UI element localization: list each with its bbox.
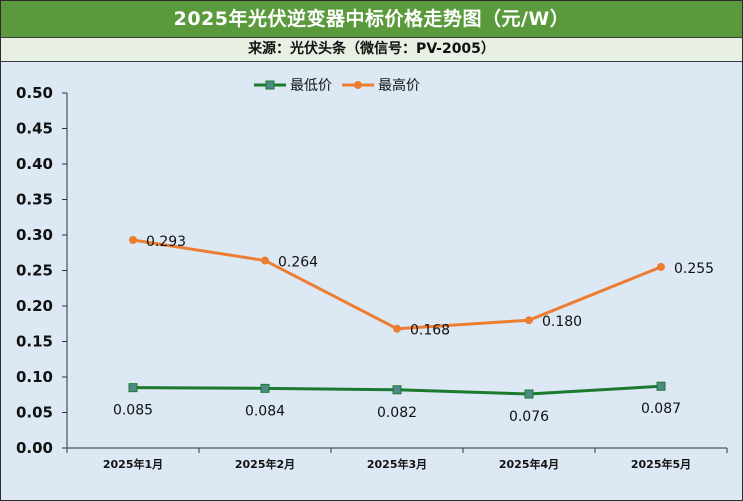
legend-item-low: 最低价 <box>254 78 332 94</box>
legend-label: 最高价 <box>378 77 420 94</box>
data-label: 0.085 <box>113 403 153 419</box>
series-group: 0.085 0.084 0.082 0.076 0.087 0.293 0.264 0.168… <box>113 234 714 425</box>
legend-item-high: 最高价 <box>342 77 420 94</box>
y-tick-label: 0.10 <box>16 368 53 386</box>
y-tick-label: 0.20 <box>16 297 53 315</box>
axes: 0.00 0.05 0.10 0.15 0.20 0.25 0.30 0.35 0.40 0.45… <box>16 84 728 471</box>
data-label: 0.293 <box>146 234 186 250</box>
y-tick-label: 0.45 <box>16 120 53 138</box>
data-label: 0.264 <box>278 255 318 271</box>
legend-swatch-marker <box>354 81 362 89</box>
y-tick-label: 0.35 <box>16 191 53 209</box>
data-label: 0.255 <box>674 261 714 277</box>
y-tick-label: 0.00 <box>16 439 53 457</box>
legend: 最低价 最高价 <box>254 77 420 94</box>
data-label: 0.087 <box>641 401 681 417</box>
y-tick-label: 0.15 <box>16 333 53 351</box>
x-tick-label: 2025年1月 <box>103 457 163 471</box>
x-tick-label: 2025年3月 <box>367 457 427 471</box>
x-tick-label: 2025年4月 <box>499 457 559 471</box>
data-label: 0.180 <box>542 314 582 330</box>
data-point <box>525 316 533 325</box>
chart-source: 来源：光伏头条（微信号：PV-2005） <box>1 37 742 62</box>
data-label: 0.084 <box>245 403 285 419</box>
series-low: 0.085 0.084 0.082 0.076 0.087 <box>113 381 681 425</box>
data-label: 0.082 <box>377 405 417 421</box>
y-tick-label: 0.50 <box>16 84 53 102</box>
y-tick-label: 0.30 <box>16 226 53 244</box>
data-point <box>657 262 665 271</box>
data-point <box>260 383 270 393</box>
series-high: 0.293 0.264 0.168 0.180 0.255 <box>129 234 714 339</box>
y-tick-label: 0.40 <box>16 155 53 173</box>
data-point <box>261 256 269 265</box>
data-point <box>524 389 534 399</box>
data-point <box>656 381 666 391</box>
data-label: 0.076 <box>509 409 549 425</box>
x-tick-label: 2025年5月 <box>631 457 691 471</box>
x-tick-label: 2025年2月 <box>235 457 295 471</box>
data-point <box>392 385 402 395</box>
data-point <box>128 383 138 393</box>
data-point <box>393 324 401 333</box>
data-point <box>129 235 137 244</box>
data-label: 0.168 <box>410 323 450 339</box>
y-tick-label: 0.25 <box>16 262 53 280</box>
legend-label: 最低价 <box>290 78 332 94</box>
chart-title: 2025年光伏逆变器中标价格走势图（元/W） <box>1 1 742 37</box>
y-tick-label: 0.05 <box>16 404 53 422</box>
legend-swatch-marker <box>265 80 275 90</box>
